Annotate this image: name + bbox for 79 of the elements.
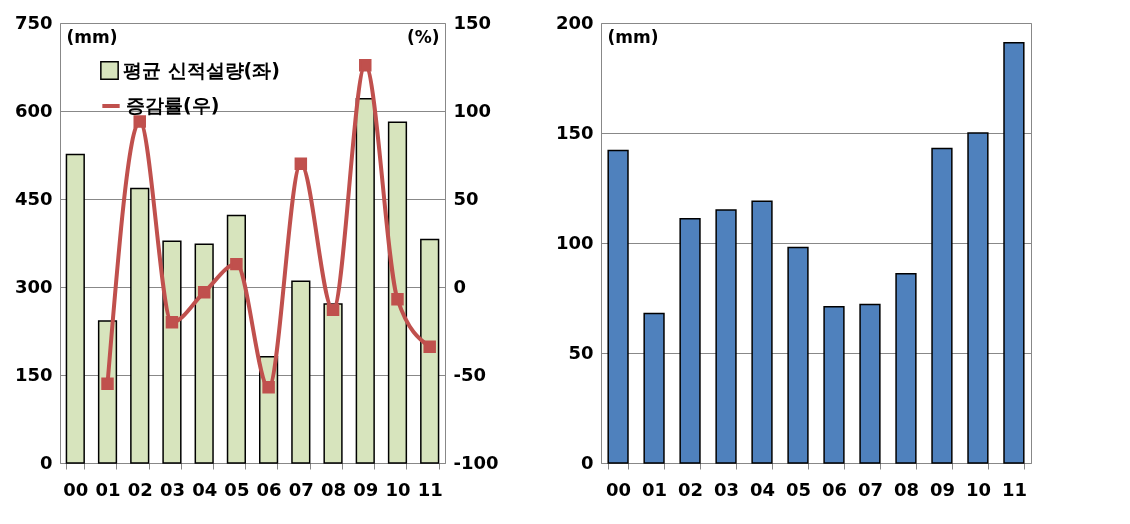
point (230, 257, 243, 271)
y2-tick-label: 50 (453, 187, 479, 209)
bar (787, 246, 809, 464)
bar (291, 280, 311, 464)
y-axis-title: (mm) (607, 26, 659, 47)
x-tick-label: 05 (785, 478, 812, 500)
x-tick-label: 00 (606, 478, 632, 500)
x-tick-label: 09 (929, 478, 955, 500)
bar (967, 132, 989, 464)
y2-tick-label: 0 (453, 275, 467, 297)
y2-tick-label: -100 (453, 451, 499, 473)
bar (387, 121, 408, 464)
x-tick-label: 06 (256, 478, 282, 500)
bar (751, 200, 773, 464)
x-tick-label: 02 (127, 478, 153, 500)
bar (323, 303, 343, 464)
bar (355, 97, 375, 464)
legend-label: 증감률(우) (126, 94, 220, 116)
y-tick-label: 150 (14, 363, 53, 385)
x-tick-label: 01 (95, 478, 121, 500)
y-tick-label: 0 (39, 451, 53, 473)
x-tick-label: 01 (642, 478, 668, 500)
x-tick-label: 08 (893, 478, 919, 500)
y-tick-label: 200 (555, 11, 594, 33)
x-tick-label: 07 (857, 478, 884, 500)
y2-axis-title: (%) (406, 26, 440, 47)
x-tick-label: 03 (159, 478, 185, 500)
bar (607, 149, 629, 464)
point (391, 293, 404, 306)
point (165, 315, 179, 329)
legend-label: 평균 신적설량(좌) (123, 58, 280, 81)
y-tick-label: 600 (14, 99, 53, 121)
bar (1003, 42, 1025, 464)
bar (931, 147, 953, 464)
bar (715, 209, 737, 464)
x-tick-label: 07 (288, 478, 314, 500)
y-tick-label: 150 (555, 121, 594, 143)
x-tick-label: 05 (224, 478, 250, 500)
bar (130, 187, 150, 464)
x-tick-label: 02 (678, 478, 704, 500)
point (423, 340, 436, 354)
point (197, 286, 211, 299)
x-tick-label: 04 (192, 478, 218, 500)
y-tick-label: 0 (580, 451, 594, 473)
point (262, 381, 275, 394)
bar (65, 153, 85, 464)
y-tick-label: 100 (555, 231, 594, 253)
bar (679, 218, 701, 464)
y-tick-label: 750 (14, 11, 53, 33)
x-tick-label: 10 (385, 478, 411, 500)
bar (226, 214, 246, 464)
bar (895, 273, 917, 464)
y-tick-label: 50 (568, 341, 594, 363)
bar (643, 312, 665, 464)
bar (420, 238, 440, 464)
y-tick-label: 300 (14, 275, 53, 297)
point (101, 377, 114, 391)
x-tick-label: 06 (821, 478, 848, 500)
x-tick-label: 11 (417, 478, 443, 500)
bar (859, 303, 881, 464)
y-tick-label: 450 (14, 187, 53, 209)
y2-tick-label: -50 (453, 363, 487, 385)
bar (194, 243, 214, 464)
x-tick-label: 09 (353, 478, 379, 500)
y2-tick-label: 150 (453, 11, 492, 33)
y2-tick-label: 100 (453, 99, 492, 121)
x-tick-label: 04 (749, 478, 776, 500)
x-tick-label: 00 (63, 478, 89, 500)
x-tick-label: 08 (321, 478, 347, 500)
bar (162, 240, 182, 464)
x-tick-label: 10 (965, 478, 991, 500)
y-axis-title: (mm) (66, 26, 118, 47)
point (326, 303, 340, 317)
point (133, 115, 146, 128)
bar (823, 306, 845, 464)
point (294, 157, 308, 171)
x-tick-label: 11 (1001, 478, 1027, 500)
point (359, 59, 372, 72)
x-tick-label: 03 (714, 478, 740, 500)
